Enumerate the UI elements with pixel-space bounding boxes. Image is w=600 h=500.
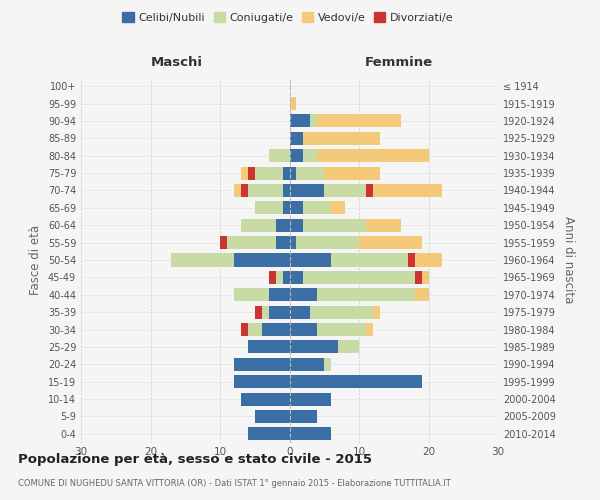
Bar	[304, 149, 317, 162]
Bar	[290, 254, 331, 266]
Bar	[220, 236, 227, 249]
Bar	[359, 236, 422, 249]
Bar	[304, 202, 331, 214]
Bar	[373, 184, 442, 197]
Bar	[317, 323, 366, 336]
Bar	[290, 184, 324, 197]
Bar	[324, 184, 366, 197]
Bar	[290, 97, 296, 110]
Bar	[415, 288, 428, 302]
Bar	[255, 410, 290, 423]
Bar	[241, 218, 275, 232]
Bar	[290, 202, 304, 214]
Bar	[234, 184, 241, 197]
Bar	[283, 271, 290, 284]
Bar	[324, 358, 331, 371]
Bar	[317, 149, 428, 162]
Bar	[415, 271, 422, 284]
Legend: Celibi/Nubili, Coniugati/e, Vedovi/e, Divorziati/e: Celibi/Nubili, Coniugati/e, Vedovi/e, Di…	[118, 8, 458, 28]
Bar	[283, 166, 290, 179]
Bar	[290, 306, 310, 318]
Bar	[290, 166, 296, 179]
Bar	[234, 288, 269, 302]
Bar	[407, 254, 415, 266]
Bar	[331, 202, 345, 214]
Bar	[275, 218, 290, 232]
Bar	[290, 271, 304, 284]
Bar	[290, 323, 317, 336]
Bar	[310, 114, 317, 128]
Bar	[304, 218, 366, 232]
Bar	[331, 254, 407, 266]
Bar	[338, 340, 359, 353]
Bar	[290, 288, 317, 302]
Bar	[248, 340, 290, 353]
Bar	[172, 254, 234, 266]
Text: COMUNE DI NUGHEDU SANTA VITTORIA (OR) - Dati ISTAT 1° gennaio 2015 - Elaborazion: COMUNE DI NUGHEDU SANTA VITTORIA (OR) - …	[18, 479, 451, 488]
Bar	[366, 184, 373, 197]
Bar	[290, 392, 331, 406]
Bar	[262, 323, 290, 336]
Bar	[290, 340, 338, 353]
Bar	[248, 184, 283, 197]
Bar	[248, 323, 262, 336]
Bar	[241, 166, 248, 179]
Bar	[296, 166, 324, 179]
Bar	[290, 218, 304, 232]
Bar	[255, 202, 283, 214]
Bar	[304, 271, 415, 284]
Bar	[290, 114, 310, 128]
Bar	[290, 132, 304, 145]
Bar	[248, 428, 290, 440]
Bar	[324, 166, 380, 179]
Bar	[283, 184, 290, 197]
Bar	[262, 306, 269, 318]
Bar	[234, 375, 290, 388]
Bar	[304, 132, 380, 145]
Bar	[227, 236, 275, 249]
Bar	[317, 288, 415, 302]
Bar	[290, 428, 331, 440]
Bar	[241, 323, 248, 336]
Bar	[269, 288, 290, 302]
Bar	[290, 236, 296, 249]
Bar	[422, 271, 428, 284]
Bar	[255, 306, 262, 318]
Bar	[290, 410, 317, 423]
Bar	[290, 149, 304, 162]
Bar	[296, 236, 359, 249]
Bar	[241, 184, 248, 197]
Text: Popolazione per età, sesso e stato civile - 2015: Popolazione per età, sesso e stato civil…	[18, 454, 372, 466]
Text: Femmine: Femmine	[365, 56, 433, 69]
Bar	[290, 358, 324, 371]
Y-axis label: Fasce di età: Fasce di età	[29, 225, 42, 295]
Bar	[248, 166, 255, 179]
Bar	[269, 306, 290, 318]
Bar	[241, 392, 290, 406]
Y-axis label: Anni di nascita: Anni di nascita	[562, 216, 575, 304]
Bar	[283, 202, 290, 214]
Bar	[373, 306, 380, 318]
Bar	[366, 323, 373, 336]
Bar	[317, 114, 401, 128]
Bar	[415, 254, 442, 266]
Bar	[255, 166, 283, 179]
Bar	[275, 236, 290, 249]
Bar	[269, 149, 290, 162]
Bar	[310, 306, 373, 318]
Bar	[275, 271, 283, 284]
Text: Maschi: Maschi	[151, 56, 203, 69]
Bar	[269, 271, 275, 284]
Bar	[366, 218, 401, 232]
Bar	[234, 358, 290, 371]
Bar	[234, 254, 290, 266]
Bar	[290, 375, 422, 388]
